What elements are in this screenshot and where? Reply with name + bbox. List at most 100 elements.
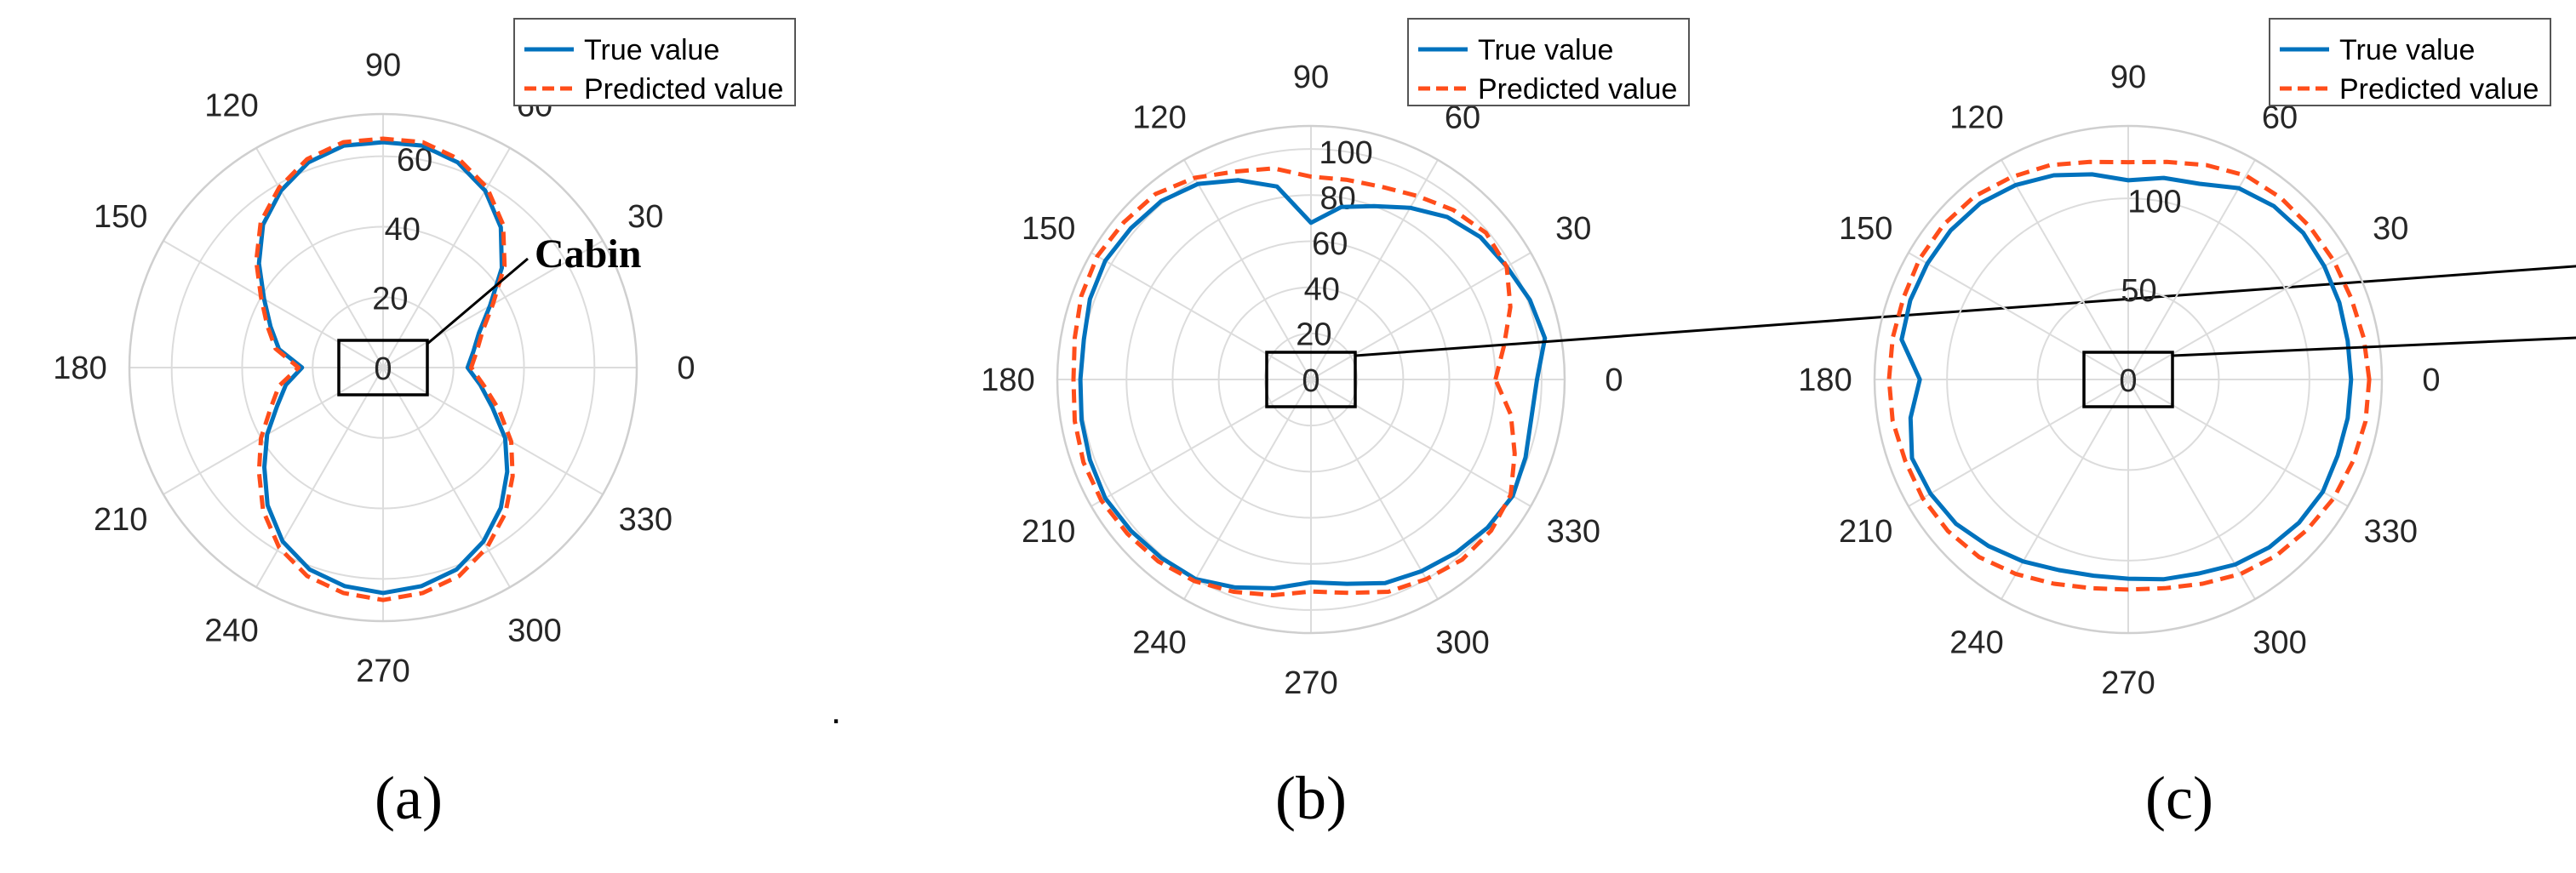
legend-box — [1407, 18, 1690, 106]
angle-gridline — [1310, 379, 1439, 600]
angle-gridline — [2127, 379, 2349, 507]
angle-label: 120 — [1949, 100, 2003, 136]
angle-gridline — [1908, 252, 2129, 380]
radial-tick-label: 60 — [1312, 226, 1348, 262]
legend: True value Predicted value — [2269, 18, 2551, 106]
angle-gridline — [2001, 379, 2129, 600]
radius-gridline — [1171, 240, 1451, 519]
angle-label: 240 — [204, 613, 258, 648]
angle-label: 270 — [356, 653, 409, 689]
radial-tick-label: 20 — [1296, 317, 1331, 353]
radius-gridline — [312, 296, 455, 439]
panel-caption: (b) — [1275, 764, 1347, 832]
center-label: 0 — [2119, 363, 2137, 399]
angle-gridline — [1310, 252, 1531, 380]
radial-tick-label: 40 — [385, 212, 421, 248]
angle-gridline — [1310, 379, 1531, 507]
stray-dot: . — [831, 690, 841, 732]
polar-chart-1: 20406003060901201501802102402703003300Ca… — [53, 18, 796, 689]
outer-ring — [1056, 124, 1566, 635]
angle-label: 300 — [1435, 625, 1489, 660]
radial-tick-label: 40 — [1304, 271, 1340, 307]
legend-pred-label: Predicted value — [2339, 73, 2539, 106]
cabin-box — [1265, 351, 1357, 408]
series-true-line — [1078, 178, 1548, 591]
angle-label: 30 — [627, 199, 663, 235]
angle-label: 210 — [1022, 514, 1075, 550]
angle-label: 210 — [94, 502, 147, 538]
radial-tick-label: 100 — [2127, 184, 2181, 220]
legend-box — [513, 18, 796, 106]
angle-label: 330 — [619, 502, 673, 538]
angle-label: 300 — [2253, 625, 2306, 660]
angle-gridline — [1183, 159, 1312, 380]
cabin-leader-line — [1354, 265, 2576, 357]
angle-label: 330 — [1547, 514, 1600, 550]
center-label: 0 — [1302, 363, 1319, 399]
angle-label: 150 — [1839, 211, 1892, 247]
angle-gridline — [2127, 159, 2256, 380]
angle-label: 30 — [2373, 211, 2408, 247]
radius-gridline — [1217, 286, 1405, 473]
legend-true-label: True value — [2339, 34, 2475, 66]
legend-true-label: True value — [1478, 34, 1613, 66]
cabin-box — [2082, 351, 2174, 408]
angle-label: 330 — [2364, 514, 2418, 550]
series-true-line — [256, 140, 510, 596]
angle-gridline — [1091, 252, 1312, 380]
angle-label: 180 — [981, 362, 1034, 398]
angle-gridline — [1908, 379, 2129, 507]
angle-label: 90 — [1293, 60, 1329, 95]
legend: True value Predicted value — [513, 18, 796, 106]
radius-gridline — [170, 155, 596, 580]
center-label: 0 — [374, 351, 392, 387]
angle-gridline — [2001, 159, 2129, 380]
angle-label: 240 — [1949, 625, 2003, 660]
legend-true-label: True value — [584, 34, 719, 66]
cabin-label: Cabin — [535, 231, 641, 277]
radius-gridline — [1946, 197, 2310, 562]
angle-label: 120 — [1132, 100, 1186, 136]
radial-tick-label: 20 — [372, 281, 408, 317]
angle-gridline — [163, 367, 384, 495]
angle-gridline — [382, 147, 511, 368]
cabin-leader-line — [426, 257, 529, 345]
angle-gridline — [382, 367, 604, 495]
panel-caption: (c) — [2145, 764, 2213, 832]
angle-label: 150 — [94, 199, 147, 235]
legend-pred-label: Predicted value — [1478, 73, 1677, 106]
angle-label: 90 — [365, 48, 401, 83]
angle-label: 90 — [2110, 60, 2146, 95]
angle-label: 30 — [1555, 211, 1591, 247]
angle-label: 0 — [677, 351, 695, 386]
radial-tick-label: 80 — [1319, 181, 1355, 217]
radial-tick-label: 100 — [1319, 135, 1372, 171]
angle-gridline — [1183, 379, 1312, 600]
legend: True value Predicted value — [1407, 18, 1690, 106]
angle-label: 300 — [507, 613, 561, 648]
panel-caption: (a) — [375, 764, 443, 832]
angle-label: 150 — [1022, 211, 1075, 247]
cabin-leader-line — [2172, 336, 2576, 357]
angle-label: 120 — [204, 88, 258, 124]
angle-gridline — [1310, 159, 1439, 380]
angle-label: 270 — [2101, 665, 2155, 701]
angle-label: 210 — [1839, 514, 1892, 550]
angle-label: 240 — [1132, 625, 1186, 660]
series-true-line — [1899, 172, 2354, 582]
radius-gridline — [1263, 332, 1359, 427]
angle-label: 180 — [1798, 362, 1852, 398]
angle-gridline — [1091, 379, 1312, 507]
series-predicted-line — [254, 136, 515, 602]
angle-label: 270 — [1284, 665, 1337, 701]
outer-ring — [128, 112, 638, 623]
angle-label: 0 — [1605, 362, 1623, 398]
outer-ring — [1873, 124, 2384, 635]
angle-label: 0 — [2422, 362, 2440, 398]
angle-label: 180 — [53, 351, 106, 386]
radial-tick-label: 50 — [2121, 273, 2156, 309]
polar-chart-2: 2040608010003060901201501802102402703003… — [981, 18, 2576, 701]
angle-gridline — [2127, 252, 2349, 380]
angle-gridline — [2127, 379, 2256, 600]
